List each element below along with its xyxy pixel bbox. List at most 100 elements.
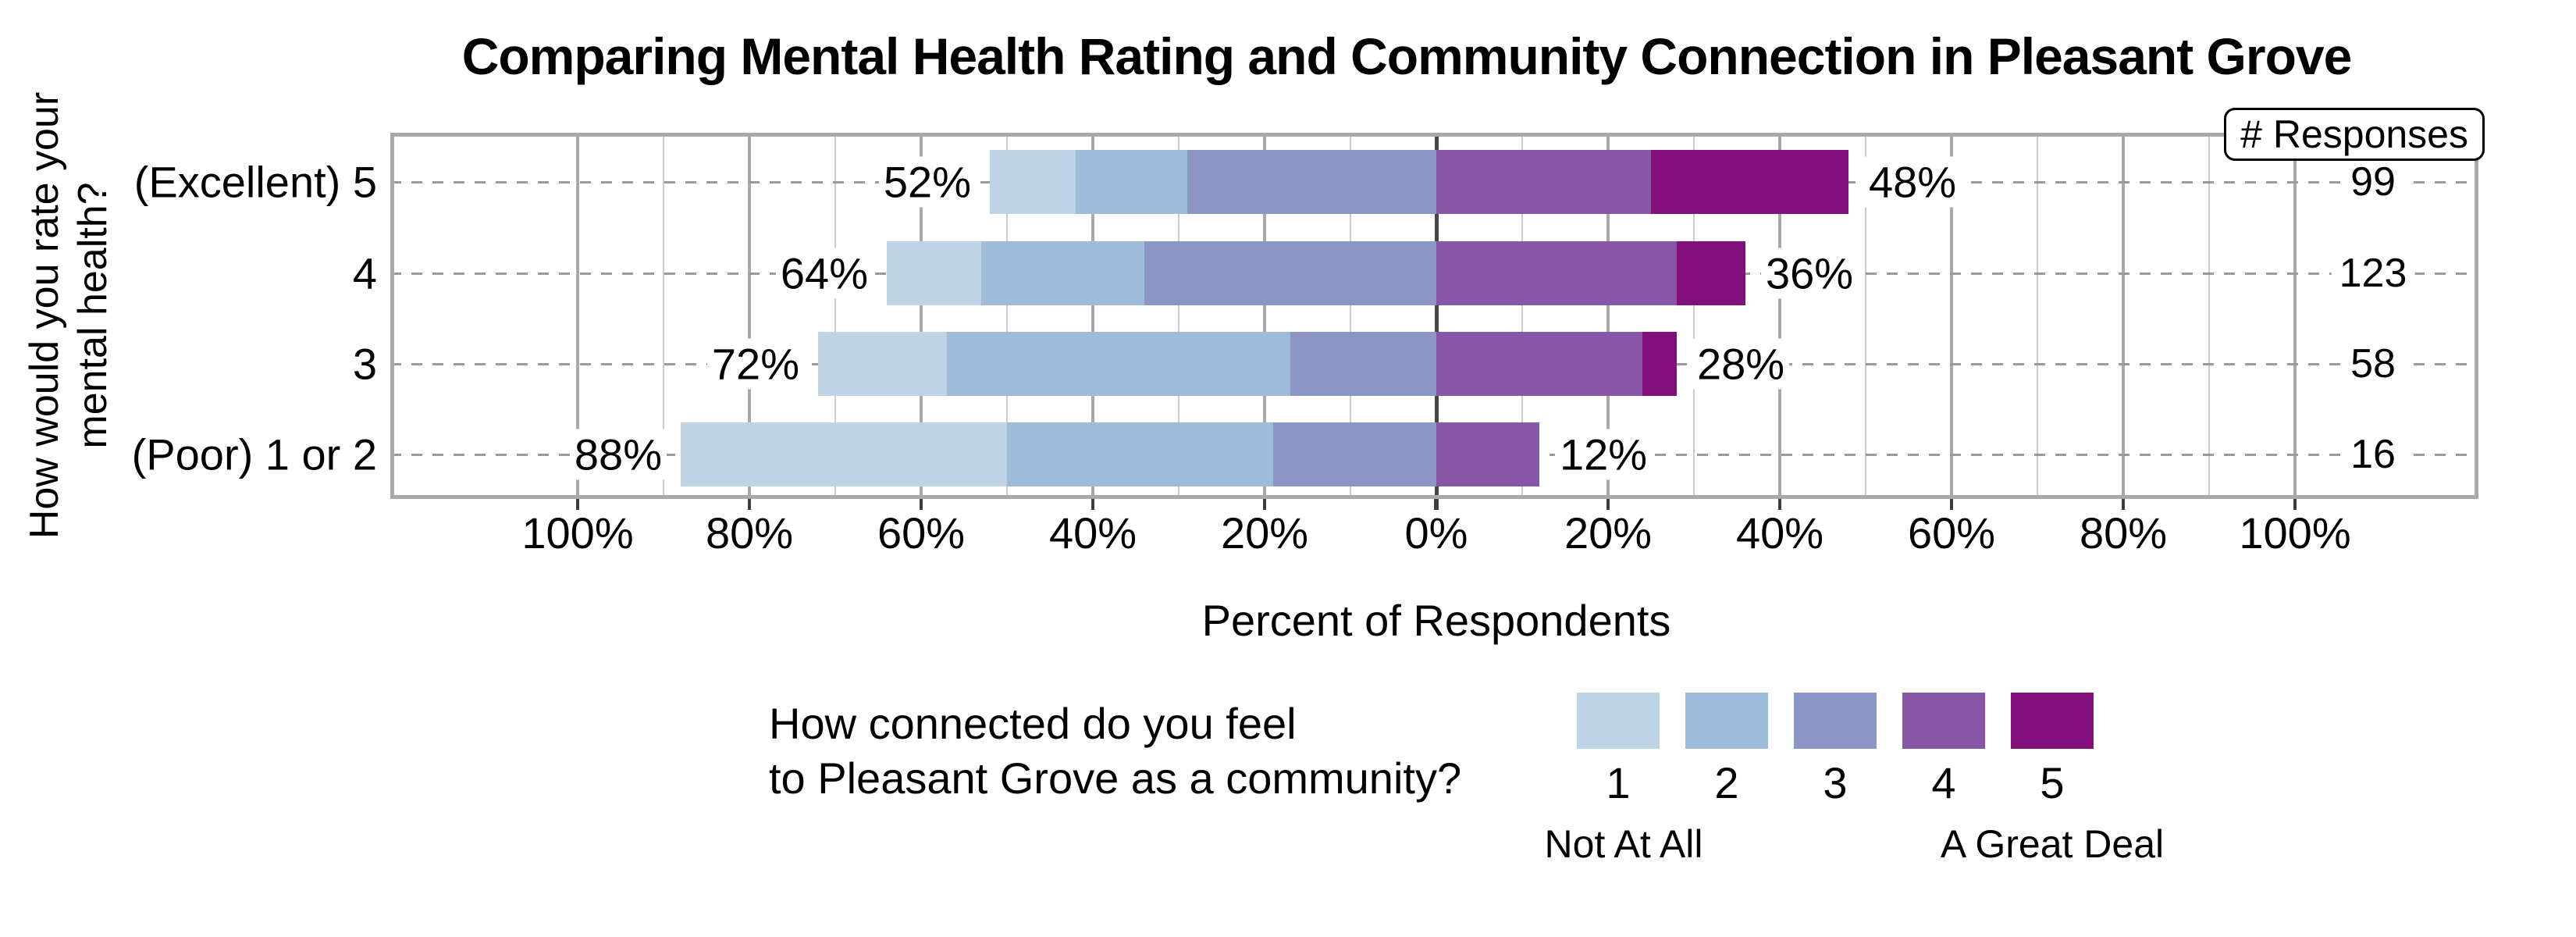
left-percent-label: 72%	[706, 338, 804, 390]
major-gridline	[2122, 133, 2125, 499]
legend-item-label: 1	[1606, 758, 1631, 807]
bar-segment-connection-3	[1273, 422, 1436, 486]
legend-swatch-1	[1577, 693, 1660, 749]
legend-title-line2: to Pleasant Grove as a community?	[769, 754, 1462, 803]
bar-segment-connection-4	[1436, 332, 1642, 396]
x-axis-title: Percent of Respondents	[1201, 596, 1671, 645]
major-gridline	[1091, 133, 1094, 499]
response-count: 123	[2331, 250, 2415, 297]
x-tick	[2293, 499, 2297, 510]
x-tick	[1778, 499, 1781, 510]
responses-header: # Responses	[2224, 108, 2485, 161]
legend-item-label: 4	[1931, 758, 1956, 807]
major-gridline	[920, 133, 923, 499]
bar-segment-connection-3	[1187, 150, 1436, 214]
bar-segment-connection-1	[681, 422, 1007, 486]
minor-gridline	[1521, 133, 1523, 499]
legend-swatch-4	[1902, 693, 1985, 749]
left-percent-label: 64%	[775, 248, 873, 299]
minor-gridline	[1178, 133, 1179, 499]
bar-segment-connection-1	[818, 332, 947, 396]
x-tick	[1950, 499, 1953, 510]
category-label: (Excellent) 5	[133, 157, 377, 207]
minor-gridline	[1865, 133, 1866, 499]
x-tick-label: 60%	[877, 508, 966, 558]
response-count: 16	[2343, 431, 2403, 478]
minor-gridline	[1693, 133, 1695, 499]
legend-item-label: 5	[2040, 758, 2065, 807]
category-label: (Poor) 1 or 2	[131, 429, 377, 479]
legend-item-label: 2	[1714, 758, 1739, 807]
category-label: 4	[352, 248, 377, 298]
bar-segment-connection-5	[1651, 150, 1848, 214]
right-percent-label: 12%	[1555, 429, 1653, 480]
x-tick-label: 20%	[1220, 508, 1309, 558]
response-count: 58	[2343, 340, 2403, 387]
x-tick-label: 80%	[2079, 508, 2168, 558]
major-gridline	[1263, 133, 1266, 499]
response-count: 99	[2343, 159, 2403, 205]
legend-anchor-right: A Great Deal	[1940, 822, 2165, 866]
y-axis-title-line1: How would you rate your	[22, 91, 67, 540]
major-gridline	[1606, 133, 1610, 499]
legend-swatch-5	[2011, 693, 2094, 749]
bar-segment-connection-3	[1144, 241, 1436, 305]
x-tick	[1606, 499, 1610, 510]
legend-title: How connected do you feel to Pleasant Gr…	[769, 697, 1461, 806]
x-tick	[920, 499, 923, 510]
major-gridline	[1950, 133, 1953, 499]
x-tick-label: 60%	[1907, 508, 1996, 558]
y-axis-title-line2: mental health?	[70, 182, 116, 449]
x-tick	[1434, 499, 1439, 510]
legend-swatch-2	[1685, 693, 1768, 749]
bar-segment-connection-2	[981, 241, 1144, 305]
minor-gridline	[2037, 133, 2038, 499]
bar-segment-connection-5	[1642, 332, 1677, 396]
x-tick-label: 20%	[1564, 508, 1653, 558]
x-tick-label: 100%	[2239, 508, 2351, 558]
bar-segment-connection-3	[1290, 332, 1436, 396]
legend-title-line1: How connected do you feel	[769, 699, 1297, 748]
major-gridline	[748, 133, 751, 499]
bar-segment-connection-4	[1436, 422, 1539, 486]
minor-gridline	[2208, 133, 2210, 499]
x-tick-label: 0%	[1404, 508, 1468, 558]
x-tick	[1263, 499, 1266, 510]
bar-segment-connection-1	[887, 241, 981, 305]
bar-segment-connection-1	[990, 150, 1076, 214]
zero-gridline	[1434, 133, 1439, 499]
bar-segment-connection-2	[947, 332, 1290, 396]
bar-segment-connection-2	[1007, 422, 1273, 486]
legend-item-label: 3	[1823, 758, 1848, 807]
x-tick	[1091, 499, 1094, 510]
bar-segment-connection-5	[1677, 241, 1745, 305]
bar-segment-connection-4	[1436, 150, 1651, 214]
page-title: Comparing Mental Health Rating and Commu…	[461, 27, 2353, 85]
x-tick-label: 80%	[705, 508, 794, 558]
minor-gridline	[663, 133, 664, 499]
x-tick	[748, 499, 751, 510]
x-tick-label: 100%	[521, 508, 634, 558]
left-percent-label: 52%	[878, 156, 976, 208]
plot-area: 52% 48% 99 64% 36% 123 72% 28% 58 88% 12% 16	[390, 133, 2478, 499]
bar-segment-connection-4	[1436, 241, 1677, 305]
y-axis-title: How would you rate your mental health?	[20, 92, 117, 539]
minor-gridline	[1006, 133, 1008, 499]
x-tick-label: 40%	[1735, 508, 1824, 558]
right-percent-label: 28%	[1692, 338, 1790, 390]
left-percent-label: 88%	[569, 429, 667, 480]
minor-gridline	[1350, 133, 1351, 499]
legend-swatch-3	[1794, 693, 1877, 749]
major-gridline	[1778, 133, 1781, 499]
bar-segment-connection-2	[1076, 150, 1187, 214]
minor-gridline	[834, 133, 836, 499]
major-gridline	[2293, 133, 2297, 499]
x-tick	[2122, 499, 2125, 510]
x-tick-label: 40%	[1048, 508, 1137, 558]
x-tick	[576, 499, 579, 510]
right-percent-label: 48%	[1864, 156, 1962, 208]
category-label: 3	[352, 339, 377, 389]
right-percent-label: 36%	[1761, 248, 1859, 299]
legend-anchor-left: Not At All	[1544, 822, 1703, 866]
